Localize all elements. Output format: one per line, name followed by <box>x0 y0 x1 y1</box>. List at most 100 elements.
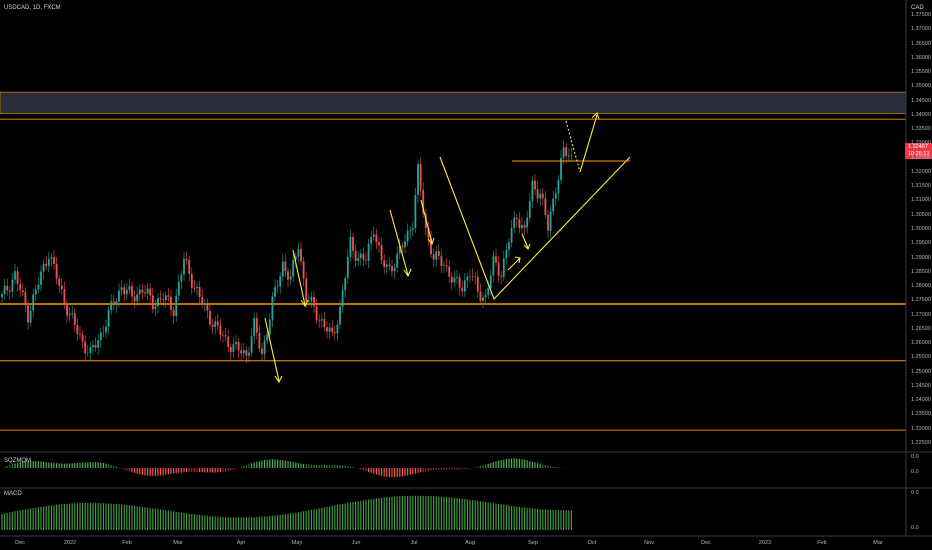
sqzmom-bar <box>409 468 411 475</box>
sqzmom-bar <box>313 464 315 468</box>
time-tick: Apr <box>236 540 246 546</box>
candle-body <box>229 346 232 352</box>
macd-bar <box>300 511 302 530</box>
macd-bar <box>160 509 162 530</box>
macd-bar <box>27 508 29 530</box>
sqzmom-bar <box>284 460 286 468</box>
macd-bar <box>217 516 219 530</box>
price-tick: 1.22500 <box>911 439 931 446</box>
macd-bar <box>100 503 102 530</box>
macd-bar <box>61 504 63 530</box>
macd-bar <box>422 495 424 530</box>
macd-bar <box>108 503 110 530</box>
sqzmom-bar <box>557 467 559 468</box>
candle-body <box>206 304 209 311</box>
macd-bar <box>378 498 380 530</box>
sqzmom-bar <box>92 462 94 468</box>
symbol-label[interactable]: USDCAD, 1D, FXCM <box>4 5 61 11</box>
candle-body <box>534 180 536 190</box>
indicator-2-label[interactable]: MACD <box>4 491 22 497</box>
projection-up <box>579 114 598 173</box>
macd-bar <box>355 501 357 530</box>
sqzmom-bar <box>167 468 169 475</box>
macd-bar <box>568 510 570 530</box>
sqzmom-bar <box>534 462 536 468</box>
candle-body <box>544 198 547 216</box>
sqzmom-bar <box>349 466 351 468</box>
time-tick: Dec <box>701 540 711 546</box>
sqzmom-bar <box>19 462 21 468</box>
candle-body <box>133 296 136 302</box>
macd-bar <box>188 513 190 530</box>
candle-body <box>253 318 256 337</box>
sqzmom-bar <box>251 463 253 468</box>
macd-bar <box>295 512 297 530</box>
sqzmom-bar <box>243 466 245 468</box>
candle-body <box>375 234 378 243</box>
macd-bar <box>152 508 154 530</box>
sqzmom-bar <box>336 464 338 468</box>
sqzmom-bar <box>4 467 6 468</box>
macd-bar <box>342 503 344 530</box>
sqzmom-bar <box>438 468 440 470</box>
candle-body <box>276 286 279 288</box>
price-tick: 1.24500 <box>911 382 931 389</box>
macd-bar <box>134 505 136 530</box>
macd-bar <box>375 498 377 530</box>
macd-bar <box>391 496 393 530</box>
sqzmom-bar <box>115 466 117 468</box>
macd-bar <box>331 505 333 530</box>
sqzmom-bar <box>178 468 180 473</box>
candle-body <box>81 334 84 342</box>
candle-body <box>489 275 492 289</box>
macd-bar <box>92 502 94 530</box>
candle-body <box>505 249 508 259</box>
macd-bar <box>175 511 177 530</box>
macd-bar <box>438 496 440 530</box>
macd-bar <box>284 514 286 530</box>
candle-body <box>411 227 414 230</box>
macd-bar <box>542 509 544 530</box>
macd-bar <box>388 496 390 530</box>
candle-body <box>42 263 45 272</box>
macd-bar <box>32 508 34 530</box>
sqzmom-bar <box>248 464 250 468</box>
macd-bar <box>154 508 156 530</box>
candle-body <box>333 332 336 334</box>
candle-body <box>245 350 248 356</box>
candle-body <box>94 345 97 348</box>
macd-bar <box>563 510 565 530</box>
macd-bar <box>225 517 227 530</box>
candle-body <box>536 189 539 199</box>
indicator-1-label[interactable]: SQZMOM <box>4 458 31 464</box>
sqzmom-bar <box>264 459 266 468</box>
sqzmom-bar <box>175 468 177 474</box>
candle-body <box>185 258 188 261</box>
sqzmom-bar <box>105 463 107 468</box>
macd-bar <box>24 509 26 530</box>
candle-body <box>495 256 497 263</box>
candle-body <box>209 310 211 325</box>
sqzmom-bar <box>360 468 362 470</box>
macd-bar <box>199 514 201 530</box>
sqzmom-bar <box>63 463 65 468</box>
sqzmom-bar <box>464 468 466 470</box>
candle-body <box>352 236 354 251</box>
candle-body <box>29 310 32 323</box>
sqzmom-bar <box>297 463 299 468</box>
macd-bar <box>4 513 6 530</box>
sqzmom-bar <box>516 458 518 468</box>
candle-body <box>237 341 240 351</box>
macd-bar <box>310 509 312 530</box>
price-tick: 1.27500 <box>911 297 931 304</box>
candle-body <box>224 335 227 337</box>
macd-bar <box>430 496 432 530</box>
candle-body <box>123 287 126 295</box>
macd-bar <box>227 517 229 530</box>
candle-body <box>458 276 461 288</box>
candle-body <box>24 292 27 306</box>
swing-arrow-6 <box>521 233 531 250</box>
sqzmom-bar <box>89 462 91 468</box>
sqzmom-bar <box>466 468 468 469</box>
macd-bar <box>201 515 203 530</box>
